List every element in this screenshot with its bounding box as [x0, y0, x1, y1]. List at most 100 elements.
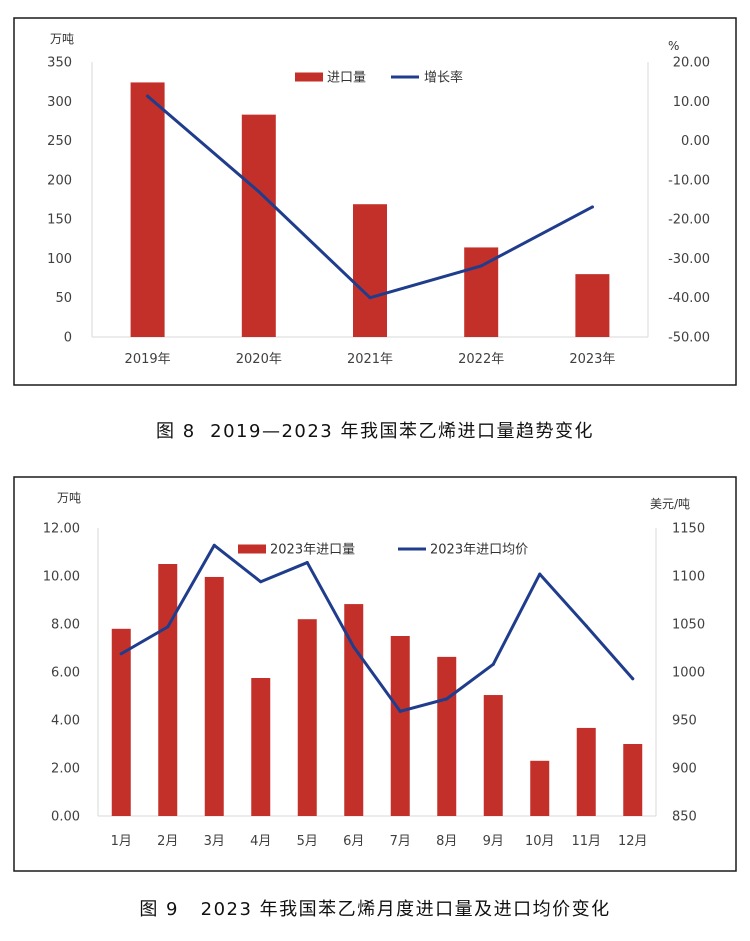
series-bar [575, 274, 610, 337]
right-axis-tick-label: -40.00 [668, 291, 710, 306]
right-axis-tick-label: 850 [672, 810, 697, 825]
x-axis-category-label: 9月 [483, 834, 504, 849]
series-bar [623, 744, 643, 816]
x-axis-category-label: 2022年 [458, 352, 504, 367]
left-axis-tick-label: 300 [47, 95, 72, 110]
x-axis-category-label: 2月 [157, 834, 178, 849]
series-line-point [398, 709, 402, 713]
series-bar [576, 727, 596, 816]
right-axis-tick-label: -20.00 [668, 213, 710, 228]
left-axis-tick-label: 4.00 [51, 714, 80, 729]
x-axis-category-label: 1月 [111, 834, 132, 849]
right-axis-tick-label: -50.00 [668, 331, 710, 346]
series-line-point [146, 94, 150, 98]
left-axis-tick-label: 12.00 [43, 522, 80, 537]
right-axis-tick-label: 900 [672, 762, 697, 777]
right-axis-tick-label: 10.00 [673, 95, 710, 110]
x-axis-category-label: 3月 [204, 834, 225, 849]
series-bar [111, 628, 131, 816]
series-line-point [538, 572, 542, 576]
series-bar [297, 619, 317, 816]
chart-frame [13, 476, 737, 872]
series-line-point [590, 205, 594, 209]
left-axis-tick-label: 250 [47, 134, 72, 149]
right-axis-tick-label: 1050 [672, 618, 705, 633]
left-axis-tick-label: 350 [47, 56, 72, 71]
series-line [119, 543, 635, 713]
left-axis-tick-label: 200 [47, 173, 72, 188]
legend-label: 进口量 [327, 71, 366, 86]
legend-label: 2023年进口均价 [430, 543, 528, 558]
series-line-point [491, 662, 495, 666]
right-axis-tick-label: 20.00 [673, 56, 710, 71]
x-axis-category-label: 11月 [571, 834, 601, 849]
series-bar [344, 604, 364, 816]
series-line-point [119, 652, 123, 656]
x-axis-category-label: 4月 [250, 834, 271, 849]
series-line-point [305, 561, 309, 565]
series-bar [437, 656, 457, 816]
x-axis-category-label: 2021年 [347, 352, 393, 367]
series-bar [130, 82, 165, 337]
legend-label: 增长率 [424, 70, 463, 86]
right-axis-tick-label: 1000 [672, 666, 705, 681]
series-line-point [257, 190, 261, 194]
x-axis-category-label: 12月 [618, 834, 648, 849]
right-axis-tick-label: 1150 [672, 522, 705, 537]
series-bar [530, 760, 550, 816]
right-axis-unit-label: 美元/吨 [650, 497, 690, 511]
series-line-point [445, 697, 449, 701]
series-bar [390, 636, 410, 816]
right-axis-tick-label: -10.00 [668, 173, 710, 188]
series-line-point [479, 264, 483, 268]
series-bar [251, 678, 271, 816]
left-axis-unit-label: 万吨 [57, 491, 81, 505]
legend-bar-swatch [295, 72, 323, 82]
series-line-point [259, 580, 263, 584]
series-bar [204, 576, 224, 816]
left-axis-tick-label: 0.00 [51, 810, 80, 825]
x-axis-category-label: 8月 [436, 834, 457, 849]
import-volume-trend-chart: 350 300 250 200 150 100 50 0 20.00 10.00 0.00 -10.0… [13, 17, 737, 386]
figure-8-caption: 图 8 2019—2023 年我国苯乙烯进口量趋势变化 [156, 421, 594, 442]
left-axis-tick-label: 2.00 [51, 762, 80, 777]
series-bar [241, 114, 276, 338]
series-line-point [352, 645, 356, 649]
series-line-point [212, 543, 216, 547]
left-axis-tick-label: 8.00 [51, 618, 80, 633]
right-axis-tick-label: 1100 [672, 570, 705, 585]
left-axis-tick-label: 10.00 [43, 570, 80, 585]
x-axis-category-label: 2023年 [569, 352, 615, 367]
x-axis-category-label: 10月 [525, 834, 555, 849]
right-axis-tick-label: -30.00 [668, 252, 710, 267]
series-bar [353, 204, 387, 337]
chart-frame [13, 17, 737, 386]
left-axis-tick-label: 0 [64, 331, 72, 346]
left-axis-tick-label: 150 [47, 213, 72, 228]
left-axis-tick-label: 6.00 [51, 666, 80, 681]
right-axis-unit-label: % [668, 39, 679, 53]
right-axis-tick-label: 950 [672, 714, 697, 729]
x-axis-category-label: 7月 [390, 834, 411, 849]
x-axis-category-label: 6月 [343, 834, 364, 849]
monthly-import-chart: 12.00 10.00 8.00 6.00 4.00 2.00 0.00 1150 1100 10… [13, 476, 737, 872]
x-axis-category-label: 2019年 [125, 352, 171, 367]
figure-9-caption: 图 9 2023 年我国苯乙烯月度进口量及进口均价变化 [139, 899, 611, 920]
series-bar [483, 695, 503, 816]
series-line-point [631, 677, 635, 681]
x-axis-category-label: 2020年 [236, 352, 282, 367]
right-axis-tick-label: 0.00 [681, 134, 710, 149]
series-bar [464, 247, 499, 337]
series-line-point [166, 625, 170, 629]
left-axis-tick-label: 100 [47, 252, 72, 267]
legend-label: 2023年进口量 [270, 543, 355, 558]
series-line-point [584, 624, 588, 628]
left-axis-unit-label: 万吨 [50, 32, 74, 46]
series-bar [158, 564, 178, 816]
legend-bar-swatch [238, 544, 266, 554]
series-line-point [368, 296, 372, 300]
left-axis-tick-label: 50 [55, 291, 72, 306]
x-axis-category-label: 5月 [297, 834, 318, 849]
